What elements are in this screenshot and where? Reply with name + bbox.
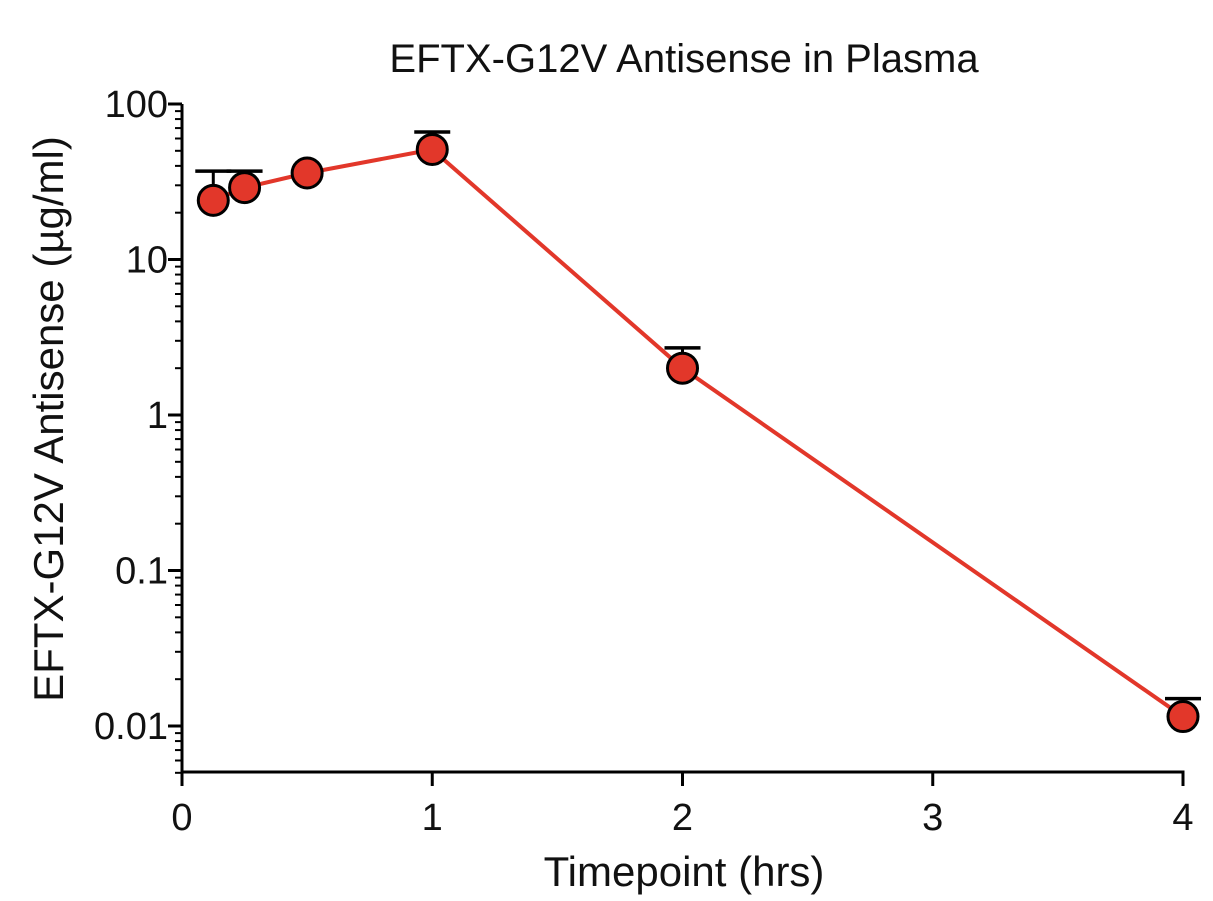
y-axis-title: EFTX-G12V Antisense (µg/ml): [25, 136, 72, 702]
data-point: [228, 171, 262, 205]
series-line: [212, 147, 1185, 719]
y-axis: 0.01 0.1 1 10 100: [94, 84, 184, 774]
data-point: [666, 351, 699, 385]
x-tick-label: 3: [922, 797, 943, 839]
y-tick-label: 10: [126, 240, 168, 282]
data-point: [1166, 700, 1200, 734]
y-tick-label: 1: [147, 395, 168, 437]
x-axis-title: Timepoint (hrs): [544, 848, 825, 895]
chart-title: EFTX-G12V Antisense in Plasma: [389, 37, 979, 81]
x-tick-label: 2: [672, 797, 693, 839]
x-tick-label: 4: [1172, 797, 1193, 839]
plot-area: [195, 130, 1201, 734]
x-tick-label: 0: [171, 797, 192, 839]
x-axis: 0 1 2 3 4: [171, 770, 1194, 839]
y-tick-label: 100: [105, 84, 168, 126]
data-point: [196, 183, 230, 217]
y-tick-label: 0.1: [115, 551, 168, 593]
y-tick-label: 0.01: [94, 706, 168, 748]
data-point: [415, 132, 449, 166]
data-point: [290, 156, 324, 190]
x-tick-label: 1: [422, 797, 443, 839]
